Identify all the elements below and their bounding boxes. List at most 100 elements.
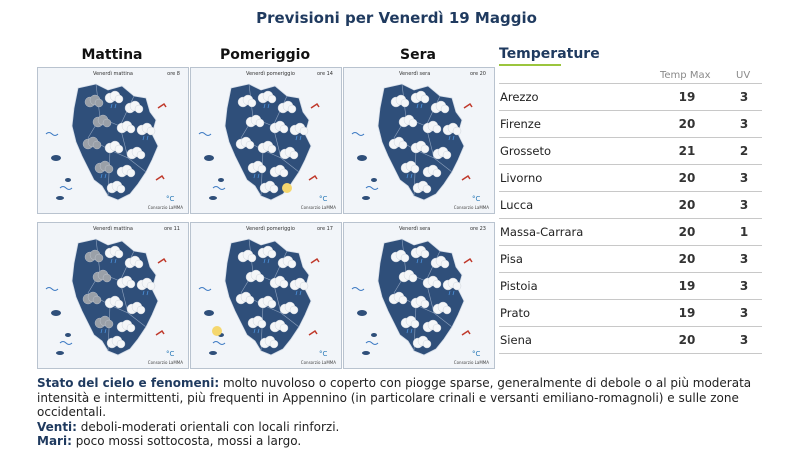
cloud-icon <box>277 100 297 114</box>
temperature-underline <box>499 64 561 66</box>
island-shape <box>371 178 377 182</box>
cloud-icon <box>398 269 418 283</box>
cloud-icon <box>94 315 114 334</box>
forecast-map[interactable]: °C Venerdì sera ore 23 Consorzio LaMMA <box>343 222 495 369</box>
cloud-icon <box>247 315 267 334</box>
cloud-icon <box>410 245 430 264</box>
map-label: Venerdì sera <box>399 226 431 232</box>
sky-text: molto nuvoloso o coperto con piogge spar… <box>37 376 752 419</box>
degree-legend: °C <box>166 195 175 203</box>
wind-text: deboli-moderati orientali con locali rin… <box>76 419 340 434</box>
map-credit: Consorzio LaMMA <box>453 205 489 210</box>
forecast-description: Stato del cielo e fenomeni: molto nuvolo… <box>37 376 757 449</box>
city-name: Prato <box>500 306 531 320</box>
cloud-icon <box>237 94 257 108</box>
table-row: Livorno 20 3 <box>499 164 762 191</box>
degree-legend: °C <box>319 195 328 203</box>
sea-wave-icon <box>59 341 73 345</box>
sea-wave-icon <box>365 186 379 190</box>
map-credit: Consorzio LaMMA <box>453 360 489 365</box>
city-name: Livorno <box>500 171 543 185</box>
forecast-map[interactable]: °C Venerdì pomeriggio ore 17 Consorzio La… <box>190 222 342 369</box>
wind-arrow-icon <box>310 257 320 264</box>
cloud-icon <box>124 100 144 114</box>
uv-value: 3 <box>739 171 749 185</box>
header-uv: UV <box>736 70 751 81</box>
island-shape <box>65 333 71 337</box>
cloud-icon <box>432 301 452 315</box>
uv-value: 3 <box>739 198 749 212</box>
header-temp-max: Temp Max <box>660 70 711 81</box>
forecast-map[interactable]: °C Venerdì sera ore 20 Consorzio LaMMA <box>343 67 495 214</box>
temp-max-value: 20 <box>678 252 696 266</box>
wind-arrow-icon <box>155 174 165 181</box>
cloud-icon <box>116 275 136 289</box>
cloud-icon <box>430 255 450 269</box>
table-row: Firenze 20 3 <box>499 110 762 137</box>
cloud-icon <box>235 136 255 150</box>
wind-arrow-icon <box>157 257 167 264</box>
map-label: Venerdì mattina <box>93 71 133 77</box>
sea-wave-icon <box>212 341 226 345</box>
cloud-icon <box>82 291 102 305</box>
cloud-icon <box>422 120 442 134</box>
sea-wave-icon <box>365 341 379 345</box>
tuscany-map-graphic: °C <box>45 83 175 203</box>
forecast-map[interactable]: °C Venerdì mattina ore 11 Consorzio LaMMA <box>37 222 189 369</box>
map-label: Venerdì pomeriggio <box>246 71 295 77</box>
page-title: Previsioni per Venerdì 19 Maggio <box>256 9 537 27</box>
cloud-icon <box>388 291 408 305</box>
island-shape <box>362 351 370 355</box>
temp-max-value: 20 <box>678 117 696 131</box>
table-row: Grosseto 21 2 <box>499 137 762 164</box>
cloud-icon <box>257 90 277 109</box>
cloud-icon <box>104 90 124 109</box>
cloud-icon <box>126 146 146 160</box>
cloud-icon <box>247 160 267 179</box>
cloud-icon <box>235 291 255 305</box>
island-shape <box>357 310 367 316</box>
sea-wave-icon <box>351 287 365 291</box>
degree-legend: °C <box>472 195 481 203</box>
wind-arrow-icon <box>461 329 471 336</box>
cloud-icon <box>412 335 432 349</box>
sea-text: poco mossi sottocosta, mossi a largo. <box>71 434 302 448</box>
temperature-title: Temperature <box>499 46 600 62</box>
map-time: ore 20 <box>469 71 486 77</box>
wind-arrow-icon <box>463 102 473 109</box>
map-label: Venerdì mattina <box>93 226 133 232</box>
cloud-icon <box>92 114 112 128</box>
cloud-icon <box>106 335 126 349</box>
forecast-map[interactable]: °C Venerdì mattina ore 8 Consorzio LaMMA <box>37 67 189 214</box>
cloud-icon <box>245 269 265 283</box>
table-row: Prato 19 3 <box>499 299 762 326</box>
sea-label: Mari: <box>37 434 72 448</box>
city-name: Firenze <box>500 117 541 131</box>
cloud-icon <box>442 122 462 141</box>
uv-value: 3 <box>739 306 749 320</box>
forecast-map[interactable]: °C Venerdì pomeriggio ore 14 Consorzio La… <box>190 67 342 214</box>
uv-value: 3 <box>739 90 749 104</box>
cloud-icon <box>430 100 450 114</box>
island-shape <box>209 351 217 355</box>
cloud-icon <box>279 301 299 315</box>
cloud-icon <box>116 164 136 178</box>
cloud-icon <box>432 146 452 160</box>
wind-arrow-icon <box>461 174 471 181</box>
map-credit: Consorzio LaMMA <box>147 360 183 365</box>
city-name: Massa-Carrara <box>500 225 584 239</box>
cloud-icon <box>82 136 102 150</box>
island-shape <box>65 178 71 182</box>
cloud-icon <box>412 180 432 194</box>
map-credit: Consorzio LaMMA <box>147 205 183 210</box>
cloud-icon <box>277 255 297 269</box>
map-label: Venerdì sera <box>399 71 431 77</box>
island-shape <box>56 196 64 200</box>
cloud-icon <box>398 114 418 128</box>
cloud-icon <box>84 94 104 108</box>
cloud-icon <box>104 245 124 264</box>
city-name: Grosseto <box>500 144 552 158</box>
cloud-icon <box>400 315 420 334</box>
temp-max-value: 20 <box>678 198 696 212</box>
cloud-icon <box>279 146 299 160</box>
